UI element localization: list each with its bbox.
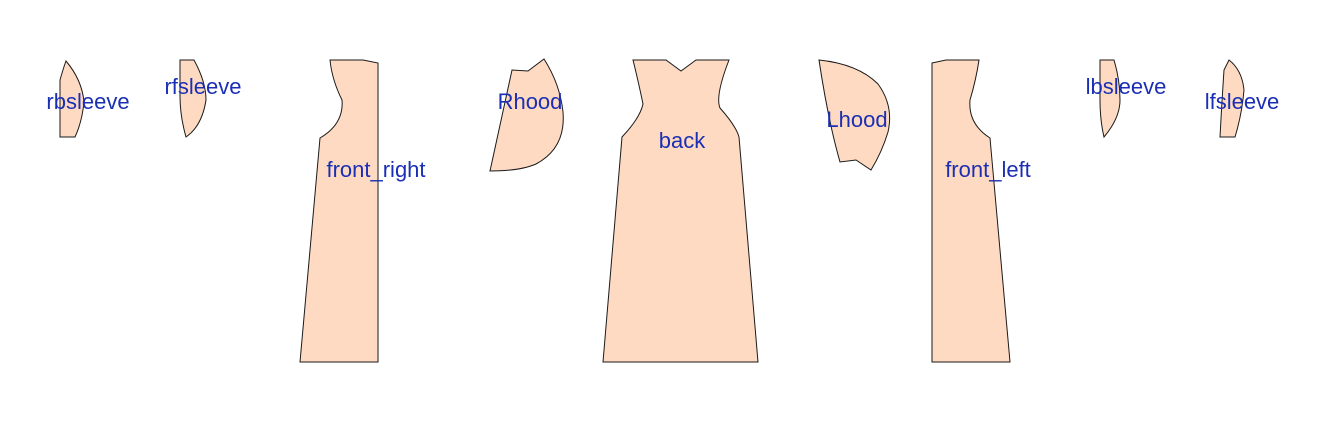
piece-front-right-shape (299, 59, 379, 363)
piece-lfsleeve-label: lfsleeve (1205, 89, 1280, 114)
piece-back-label: back (659, 128, 706, 153)
piece-rhood: Rhood (489, 58, 564, 172)
piece-rfsleeve: rfsleeve (164, 59, 242, 138)
piece-lbsleeve-shape (1099, 59, 1121, 139)
piece-front-left-label: front_left (945, 157, 1031, 182)
piece-rbsleeve-shape (59, 60, 85, 138)
piece-rfsleeve-label: rfsleeve (164, 74, 241, 99)
piece-lbsleeve: lbsleeve (1086, 59, 1167, 139)
piece-lhood-shape (818, 59, 891, 171)
piece-rbsleeve: rbsleeve (46, 60, 130, 138)
piece-rfsleeve-shape (179, 59, 207, 138)
piece-rhood-shape (489, 58, 564, 172)
piece-lfsleeve: lfsleeve (1205, 59, 1280, 138)
piece-front-right-label: front_right (326, 157, 425, 182)
piece-rbsleeve-label: rbsleeve (46, 89, 129, 114)
piece-rhood-label: Rhood (498, 89, 563, 114)
piece-lfsleeve-shape (1219, 59, 1245, 138)
piece-back-shape (602, 59, 759, 363)
piece-lhood: Lhood (818, 59, 891, 171)
piece-front-left: front_left (931, 59, 1031, 363)
piece-back: back (602, 59, 759, 363)
piece-lhood-label: Lhood (826, 107, 887, 132)
piece-lbsleeve-label: lbsleeve (1086, 74, 1167, 99)
piece-front-right: front_right (299, 59, 426, 363)
piece-front-left-shape (931, 59, 1011, 363)
